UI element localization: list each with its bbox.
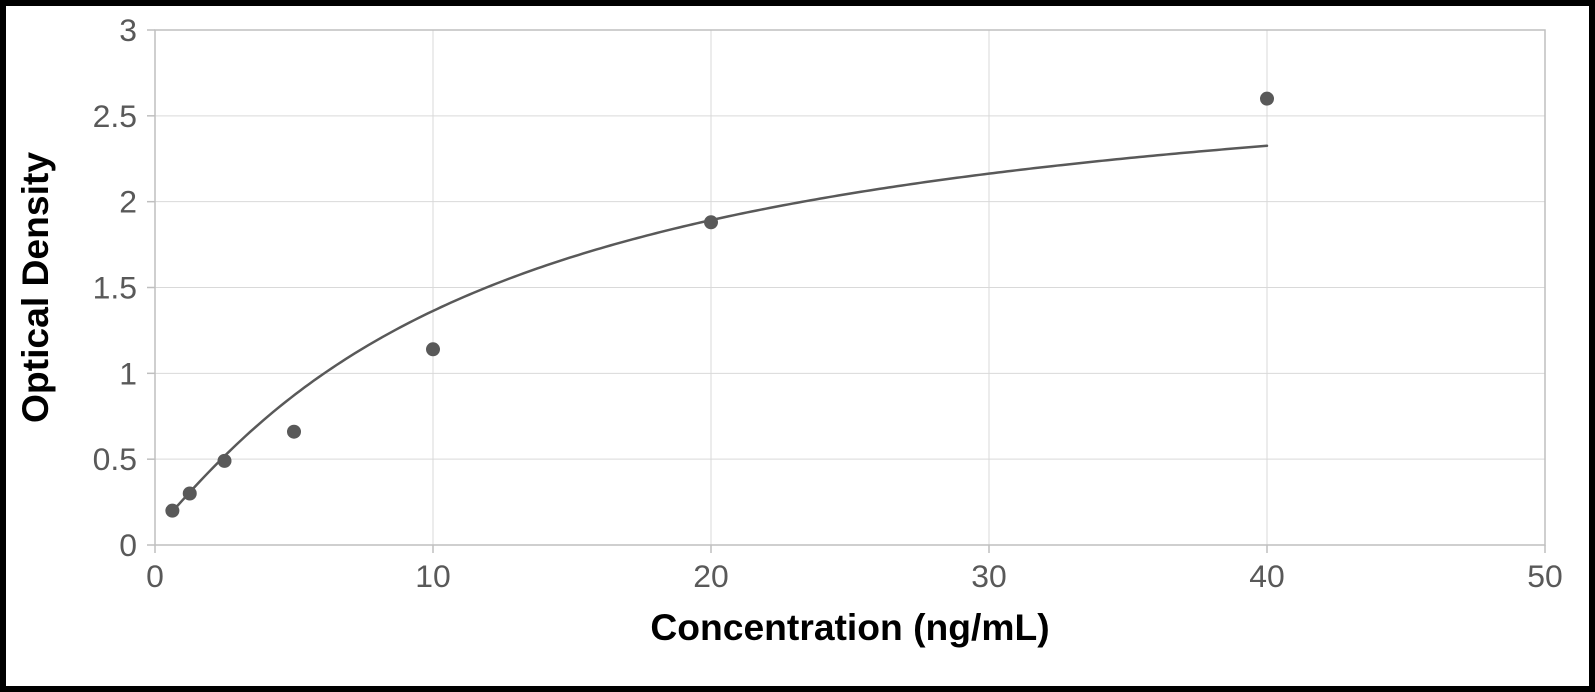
data-point (1260, 92, 1274, 106)
xtick-label: 10 (415, 558, 451, 594)
data-point (165, 504, 179, 518)
chart-svg: 0 10 20 30 40 50 0 0.5 1 1.5 2 2.5 3 Concentration (n… (6, 6, 1589, 686)
xtick-label: 40 (1249, 558, 1285, 594)
ytick-label: 0 (119, 527, 137, 563)
data-point (183, 487, 197, 501)
data-point (287, 425, 301, 439)
y-axis-label: Optical Density (14, 152, 56, 423)
ytick-label: 2 (119, 184, 137, 220)
chart-frame: 0 10 20 30 40 50 0 0.5 1 1.5 2 2.5 3 Concentration (n… (0, 0, 1595, 692)
xtick-label: 20 (693, 558, 729, 594)
x-axis-label: Concentration (ng/mL) (650, 606, 1049, 648)
ytick-label: 1 (119, 355, 137, 391)
xtick-label: 50 (1527, 558, 1563, 594)
data-point (704, 215, 718, 229)
chart-container: 0 10 20 30 40 50 0 0.5 1 1.5 2 2.5 3 Concentration (n… (6, 6, 1589, 686)
ytick-label: 3 (119, 12, 137, 48)
xtick-label: 0 (146, 558, 164, 594)
data-point (426, 342, 440, 356)
data-point (218, 454, 232, 468)
xtick-label: 30 (971, 558, 1007, 594)
ytick-label: 0.5 (93, 441, 137, 477)
ytick-label: 2.5 (93, 98, 137, 134)
ytick-label: 1.5 (93, 270, 137, 306)
